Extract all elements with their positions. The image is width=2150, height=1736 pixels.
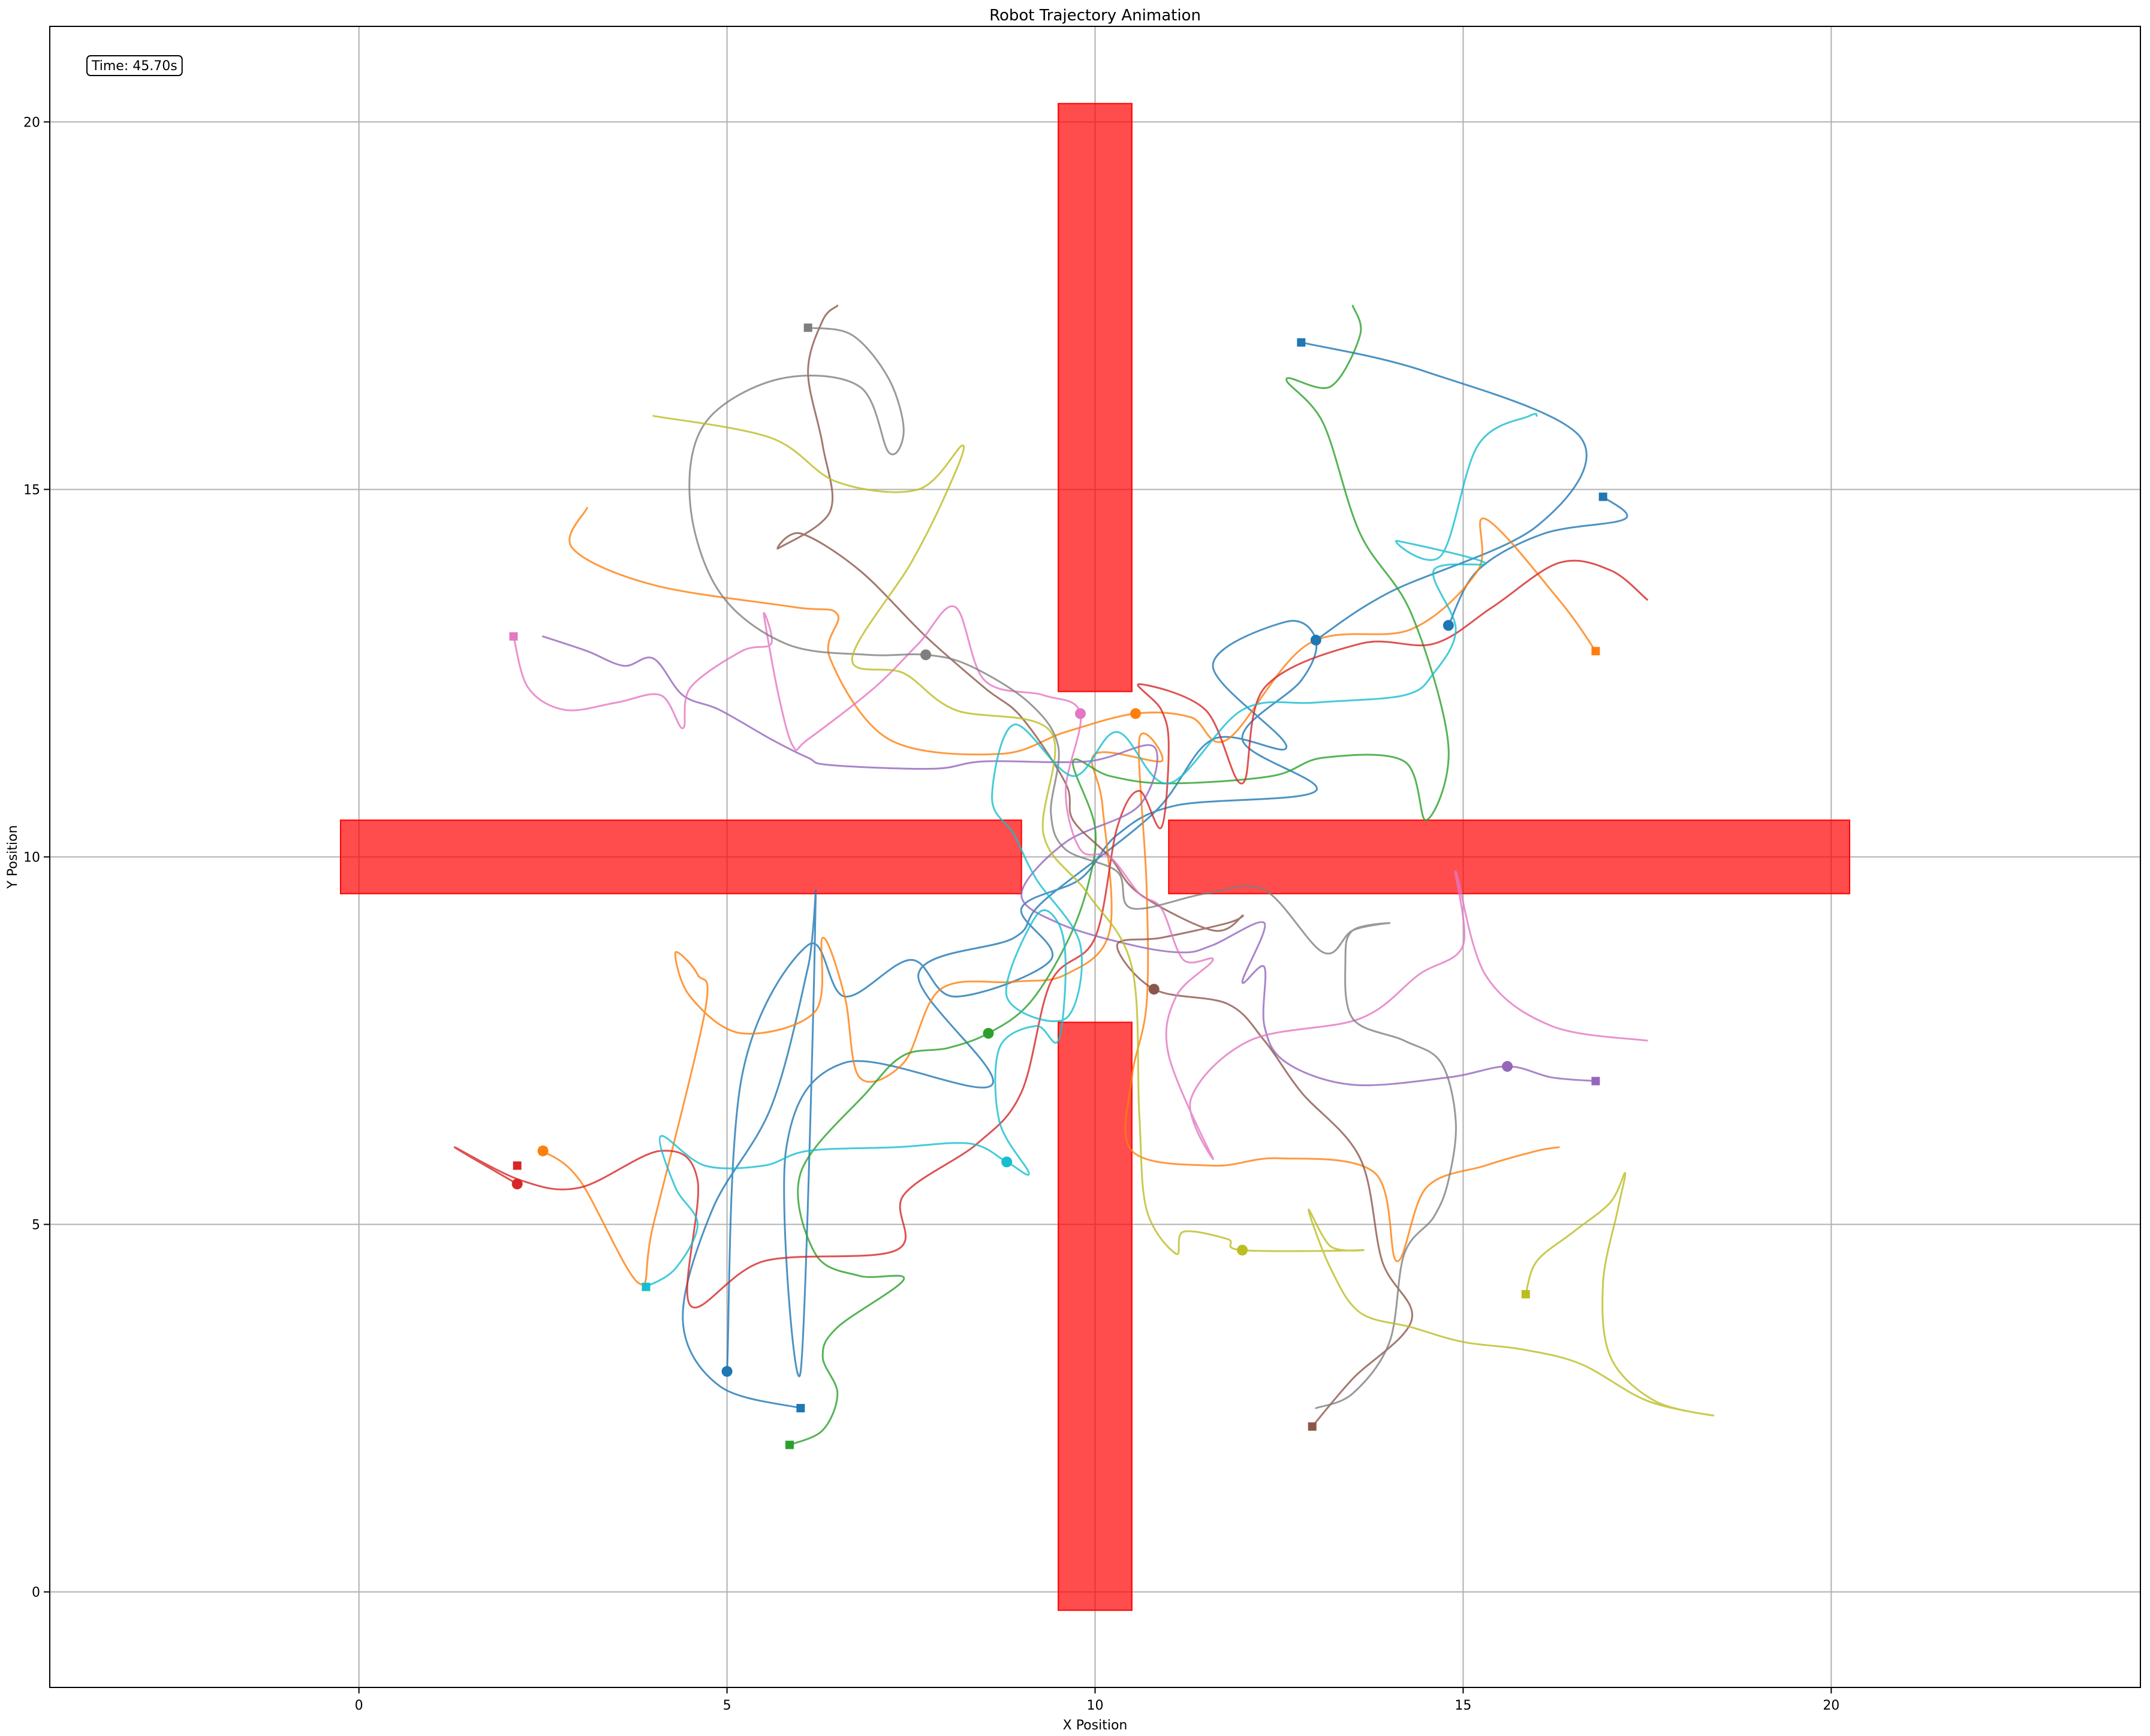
current-position-marker bbox=[1237, 1244, 1248, 1256]
markers bbox=[509, 323, 1607, 1449]
start-marker bbox=[642, 1282, 651, 1291]
trajectories bbox=[453, 305, 1715, 1446]
current-position-marker bbox=[1502, 1060, 1513, 1072]
start-marker bbox=[509, 632, 518, 641]
current-position-marker bbox=[1443, 620, 1454, 631]
start-marker bbox=[803, 323, 812, 332]
obstacle-rect bbox=[1168, 819, 1851, 894]
current-position-marker bbox=[1074, 708, 1086, 719]
start-marker bbox=[1591, 647, 1600, 656]
trajectory-line bbox=[682, 620, 1318, 1409]
start-marker bbox=[1308, 1422, 1317, 1431]
trajectory-line bbox=[542, 733, 1560, 1286]
trajectory-line bbox=[645, 412, 1538, 1288]
ticks: 0 5 10 15 20 0 5 10 15 20 bbox=[23, 115, 1839, 1713]
trajectory-line bbox=[542, 635, 1597, 1086]
x-tick-label: 5 bbox=[723, 1698, 731, 1713]
current-position-marker bbox=[511, 1179, 523, 1190]
y-tick-label: 5 bbox=[32, 1218, 40, 1233]
current-position-marker bbox=[1001, 1156, 1013, 1168]
current-position-marker bbox=[1148, 984, 1160, 995]
current-position-marker bbox=[983, 1027, 994, 1039]
x-tick-label: 20 bbox=[1823, 1698, 1839, 1713]
start-marker bbox=[785, 1440, 794, 1449]
current-position-marker bbox=[1130, 708, 1142, 719]
trajectory-line bbox=[688, 327, 1457, 1409]
start-marker bbox=[796, 1404, 805, 1413]
obstacle-rect bbox=[1058, 1021, 1133, 1611]
y-axis-label: Y Position bbox=[5, 825, 20, 889]
current-position-marker bbox=[537, 1145, 549, 1156]
y-tick-label: 15 bbox=[23, 483, 40, 498]
current-position-marker bbox=[1310, 634, 1321, 646]
current-position-marker bbox=[920, 649, 932, 661]
obstacle-rect bbox=[339, 819, 1022, 894]
time-annotation: Time: 45.70s bbox=[86, 55, 183, 76]
x-tick-label: 15 bbox=[1455, 1698, 1471, 1713]
trajectory-line bbox=[788, 305, 1450, 1446]
trajectory-line bbox=[453, 559, 1648, 1309]
x-tick-label: 10 bbox=[1087, 1698, 1104, 1713]
start-marker bbox=[1297, 338, 1306, 347]
trajectory-line bbox=[513, 605, 1648, 1160]
trajectory-line bbox=[652, 415, 1715, 1416]
y-tick-label: 0 bbox=[32, 1586, 40, 1601]
start-marker bbox=[513, 1161, 522, 1170]
y-tick-label: 10 bbox=[23, 851, 40, 866]
x-axis-label: X Position bbox=[1063, 1718, 1128, 1733]
start-marker bbox=[1521, 1290, 1530, 1299]
trajectory-line bbox=[1300, 341, 1588, 641]
chart-title: Robot Trajectory Animation bbox=[989, 7, 1201, 25]
obstacle-rect bbox=[1058, 103, 1133, 692]
current-position-marker bbox=[721, 1366, 733, 1377]
start-marker bbox=[1598, 492, 1607, 501]
obstacles bbox=[339, 103, 1851, 1611]
time-label: Time: 45.70s bbox=[91, 59, 177, 74]
y-tick-label: 20 bbox=[23, 115, 40, 130]
x-tick-label: 0 bbox=[355, 1698, 363, 1713]
time-box bbox=[86, 55, 183, 76]
start-marker bbox=[1591, 1077, 1600, 1086]
